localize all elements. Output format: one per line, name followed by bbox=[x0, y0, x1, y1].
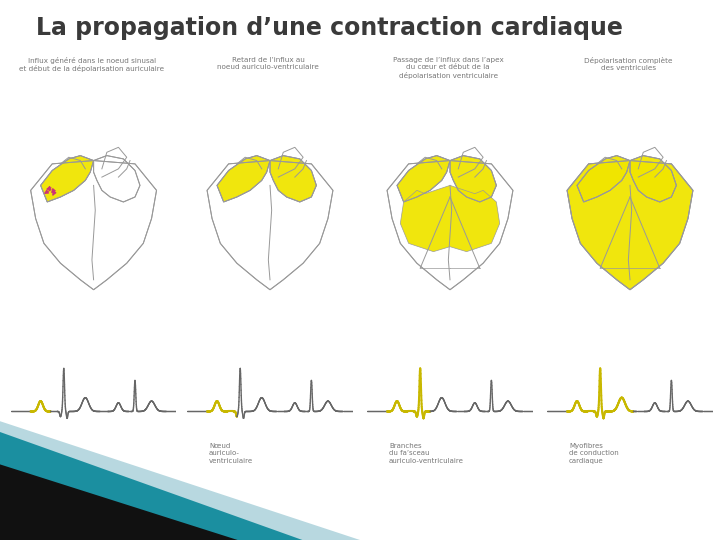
Polygon shape bbox=[450, 156, 496, 202]
Text: Nœud
auriculo-
ventriculaire: Nœud auriculo- ventriculaire bbox=[209, 443, 253, 464]
Text: Passage de l’influx dans l’apex
du cœur et début de la
dépolarisation ventricula: Passage de l’influx dans l’apex du cœur … bbox=[393, 57, 503, 79]
Polygon shape bbox=[217, 156, 270, 202]
Polygon shape bbox=[270, 156, 316, 202]
Text: Dépolarisation complète
des ventricules: Dépolarisation complète des ventricules bbox=[584, 57, 672, 71]
Polygon shape bbox=[400, 185, 500, 252]
Text: La propagation d’une contraction cardiaque: La propagation d’une contraction cardiaq… bbox=[36, 16, 623, 40]
Text: Myofibres
de conduction
cardiaque: Myofibres de conduction cardiaque bbox=[569, 443, 618, 464]
Text: Retard de l’influx au
noeud auriculo-ventriculaire: Retard de l’influx au noeud auriculo-ven… bbox=[217, 57, 319, 70]
Polygon shape bbox=[630, 156, 676, 202]
Polygon shape bbox=[40, 156, 94, 202]
Text: Influx généré dans le noeud sinusal
et début de la dépolarisation auriculaire: Influx généré dans le noeud sinusal et d… bbox=[19, 57, 164, 72]
Text: Nœud
sinusal: Nœud sinusal bbox=[32, 443, 57, 456]
Polygon shape bbox=[567, 160, 693, 290]
Polygon shape bbox=[577, 156, 630, 202]
Polygon shape bbox=[397, 156, 450, 202]
Text: Branches
du fa’sceau
auriculo-ventriculaire: Branches du fa’sceau auriculo-ventricula… bbox=[389, 443, 464, 464]
Text: FIGURE 18-15: FIGURE 18-15 bbox=[14, 456, 67, 465]
